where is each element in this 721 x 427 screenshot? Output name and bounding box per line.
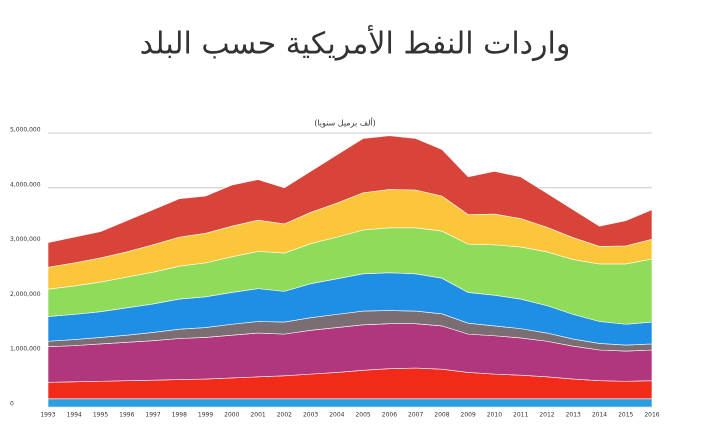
x-tick-label: 1999 [198,412,213,419]
y-tick-label: 3,000,000 [10,236,41,243]
x-tick-label: 2002 [277,412,292,419]
x-tick-label: 1994 [67,412,82,419]
chart-title: واردات النفط الأمريكية حسب البلد [140,24,571,62]
x-tick-label: 2003 [303,412,318,419]
x-tick-label: 2004 [329,412,344,419]
x-tick-label: 1993 [40,412,55,419]
x-tick-label: 2006 [382,412,397,419]
x-tick-label: 2015 [618,412,633,419]
y-tick-label: 1,000,000 [10,346,41,353]
y-tick-label: 0 [10,401,14,408]
x-tick-label: 1995 [93,412,108,419]
x-tick-label: 2016 [644,412,659,419]
x-tick-label: 1996 [119,412,134,419]
x-tick-label: 2009 [461,412,476,419]
x-tick-label: 2013 [566,412,581,419]
x-tick-label: 2001 [250,412,265,419]
chart-subtitle: (ألف برميل سنويا) [314,118,376,128]
x-tick-label: 1998 [172,412,187,419]
y-tick-label: 4,000,000 [10,181,41,188]
x-tick-label: 2011 [513,412,528,419]
x-tick-label: 1997 [145,412,160,419]
x-tick-label: 2008 [434,412,449,419]
x-tick-label: 2014 [592,412,607,419]
x-tick-label: 2007 [408,412,423,419]
area [47,398,653,408]
x-tick-label: 2005 [355,412,370,419]
x-tick-label: 2010 [487,412,502,419]
x-tick-label: 2012 [539,412,554,419]
x-tick-label: 2000 [224,412,239,419]
y-tick-label: 2,000,000 [10,291,41,298]
area [47,135,653,268]
y-tick-label: 5,000,000 [10,127,41,134]
